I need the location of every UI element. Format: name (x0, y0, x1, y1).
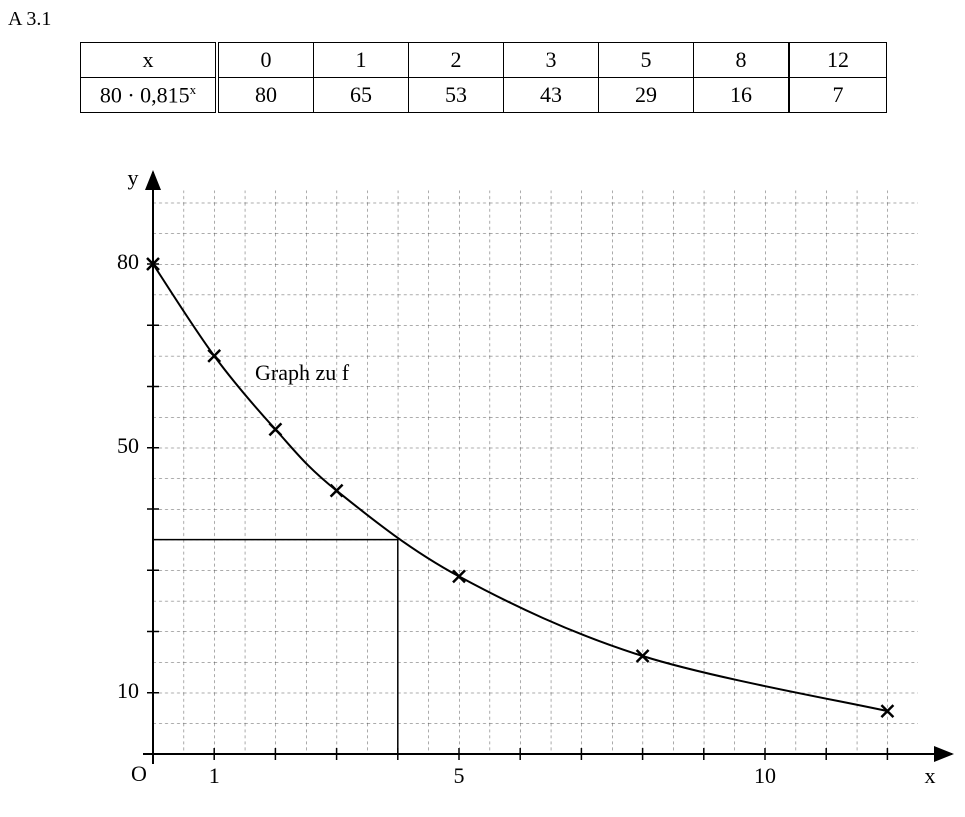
row-header-exp: x (189, 81, 197, 97)
point-cross (880, 704, 895, 719)
table-row: x 0 1 2 3 5 8 12 (80, 42, 887, 78)
y-axis-label: y (128, 165, 139, 190)
annotation: Graph zu f (255, 360, 350, 385)
y-tick-label: 80 (117, 249, 139, 274)
reading-line (153, 538, 399, 754)
table-cell: 80 (216, 77, 314, 113)
row-header-base: 80 · 0,815 (99, 82, 190, 108)
table-cell: 43 (503, 77, 599, 113)
y-tick-label: 50 (117, 433, 139, 458)
point-cross (635, 649, 650, 663)
point-cross (146, 257, 160, 271)
x-axis-label: x (925, 763, 936, 788)
table-row: 80 · 0,815x 80 65 53 43 29 16 7 (80, 77, 887, 113)
row-header: 80 · 0,815x (80, 77, 219, 113)
y-tick-label: 10 (117, 678, 139, 703)
table-cell: 29 (598, 77, 694, 113)
x-tick-label: 5 (454, 763, 465, 788)
point-cross (207, 348, 222, 363)
title: A 3.1 (8, 8, 52, 30)
point-cross (268, 422, 283, 437)
point-cross (452, 569, 466, 584)
row-header: x (80, 42, 219, 78)
origin-label: O (131, 761, 147, 786)
value-table: x 0 1 2 3 5 8 12 80 · 0,815x 80 65 53 43 29 16 7 (80, 42, 887, 113)
table-cell: 7 (788, 77, 887, 113)
table-cell: 5 (598, 42, 694, 78)
table-cell: 12 (788, 42, 887, 78)
table-cell: 16 (693, 77, 790, 113)
table-cell: 65 (313, 77, 409, 113)
table-cell: 53 (408, 77, 504, 113)
grid (153, 190, 918, 754)
table-cell: 1 (313, 42, 409, 78)
x-tick-label: 10 (754, 763, 776, 788)
point-cross (329, 483, 344, 498)
x-tick-label: 1 (209, 763, 220, 788)
table-cell: 0 (216, 42, 314, 78)
